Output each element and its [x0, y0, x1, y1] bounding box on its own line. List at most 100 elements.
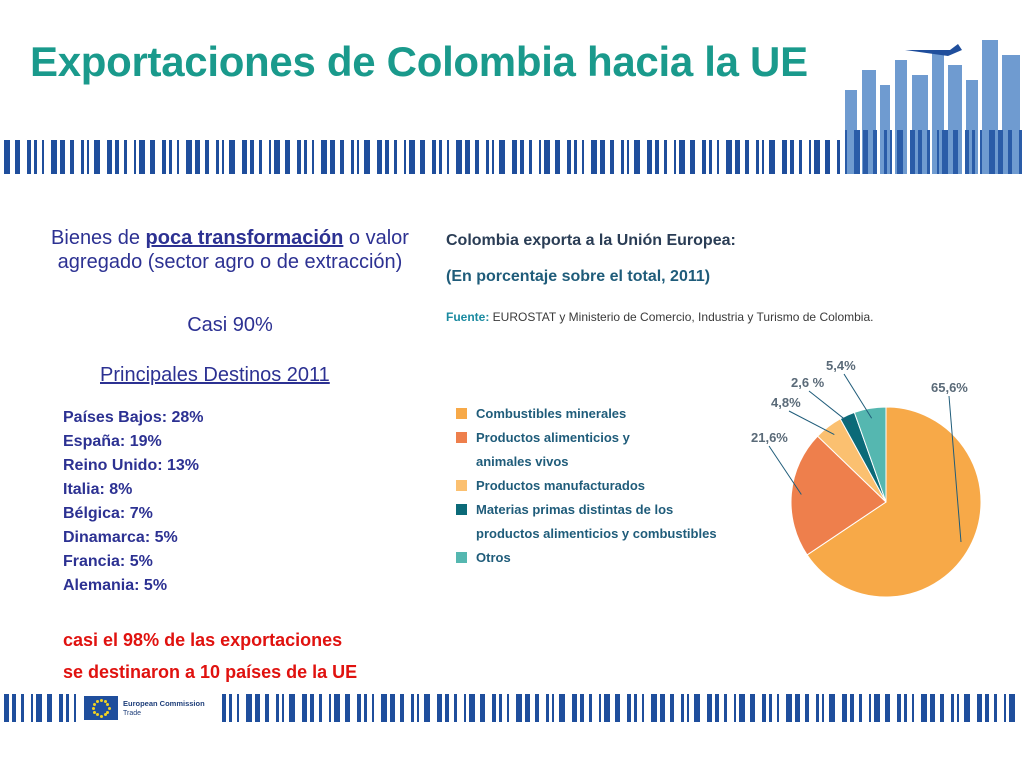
stripe	[647, 140, 652, 174]
stripe	[12, 694, 16, 722]
stripe	[195, 140, 200, 174]
export-figure: Colombia exporta a la Unión Europea: (En…	[446, 232, 986, 612]
stripe	[702, 140, 706, 174]
legend-label: animales vivos	[476, 454, 569, 469]
legend-item: Materias primas distintas de los producto…	[456, 498, 776, 546]
stripe	[250, 140, 254, 174]
stripe	[769, 140, 775, 174]
stripe	[799, 140, 802, 174]
stripe	[321, 140, 327, 174]
logo-title: European Commission	[123, 698, 205, 708]
stripe	[615, 694, 620, 722]
stripe	[567, 140, 571, 174]
stripe	[786, 694, 792, 722]
stripe	[873, 130, 877, 174]
stripe	[912, 694, 914, 722]
stripe	[222, 140, 224, 174]
eu-star-icon	[103, 713, 107, 717]
stripe	[205, 140, 209, 174]
legend-label: productos alimenticios y combustibles	[476, 526, 717, 541]
stripe	[535, 694, 539, 722]
share-text: Casi 90%	[187, 314, 273, 336]
pie-slice	[806, 406, 982, 598]
stripe	[70, 140, 74, 174]
logo-subtitle: Trade	[123, 709, 142, 717]
stripe	[940, 694, 944, 722]
eu-star-icon	[99, 698, 103, 702]
figure-source: Fuente: EUROSTAT y Ministerio de Comerci…	[446, 310, 873, 324]
stripe	[972, 130, 975, 174]
source-text: EUROSTAT y Ministerio de Comercio, Indus…	[489, 310, 874, 324]
stripe	[642, 694, 644, 722]
stripe	[34, 140, 37, 174]
stripe	[162, 140, 166, 174]
stripe	[66, 694, 69, 722]
stripe	[381, 694, 387, 722]
eu-star-icon	[99, 714, 103, 718]
stripe	[957, 694, 959, 722]
stripe	[739, 694, 745, 722]
intro-after: o valor agregado (sector agro o de extra…	[57, 227, 409, 273]
stripe	[679, 140, 685, 174]
stripe	[814, 140, 820, 174]
stripe	[304, 140, 307, 174]
stripe	[897, 130, 903, 174]
stripe	[687, 694, 689, 722]
stripe	[525, 694, 530, 722]
stripe	[552, 694, 554, 722]
stripe	[312, 140, 314, 174]
stripe	[694, 694, 700, 722]
slice-value-label: 2,6 %	[791, 375, 825, 390]
legend-item: Combustibles minerales	[456, 402, 776, 426]
stripe	[825, 140, 830, 174]
leader-line	[948, 395, 962, 543]
eu-star-icon	[95, 699, 99, 703]
destination-item: Bélgica: 7%	[63, 505, 153, 522]
note-line-1: casi el 98% de las exportaciones	[63, 630, 343, 650]
stripe	[690, 140, 695, 174]
stripe	[51, 140, 57, 174]
stripe	[417, 694, 419, 722]
stripe	[634, 140, 640, 174]
stripe	[1004, 694, 1006, 722]
footer-decoration	[4, 694, 1015, 722]
eu-star-icon	[106, 710, 110, 714]
stripe	[604, 694, 610, 722]
stripe	[36, 694, 42, 722]
stripe	[980, 130, 982, 174]
stripe	[782, 140, 787, 174]
stripe	[842, 694, 847, 722]
stripe	[1009, 694, 1015, 722]
stripe	[334, 694, 340, 722]
stripe	[734, 694, 736, 722]
stripe	[222, 694, 226, 722]
stripe	[445, 694, 449, 722]
eu-star-icon	[92, 702, 96, 706]
figure-title: Colombia exporta a la Unión Europea:	[446, 232, 736, 249]
stripe	[750, 694, 755, 722]
stripe	[60, 140, 65, 174]
stripe	[437, 694, 442, 722]
pie-slice	[790, 435, 887, 556]
stripe	[910, 130, 915, 174]
stripe	[726, 140, 732, 174]
stripe	[539, 140, 541, 174]
stripe	[674, 140, 676, 174]
stripe	[289, 694, 295, 722]
stripe	[874, 694, 880, 722]
stripe	[942, 130, 948, 174]
intro-text: Bienes de poca transformación o valor ag…	[30, 226, 430, 274]
leader-line	[808, 390, 852, 425]
note-line-2: se destinaron a 10 países de la UE	[63, 662, 358, 682]
stripe	[276, 694, 279, 722]
skyline-building	[1002, 55, 1020, 174]
stripe	[977, 694, 982, 722]
stripe	[357, 140, 359, 174]
stripe	[404, 140, 406, 174]
stripe	[745, 140, 749, 174]
stripe	[351, 140, 354, 174]
intro-highlight: poca transformación	[145, 227, 344, 249]
legend-label: Materias primas distintas de los	[476, 502, 674, 517]
stripe	[150, 140, 155, 174]
stripe	[989, 130, 995, 174]
